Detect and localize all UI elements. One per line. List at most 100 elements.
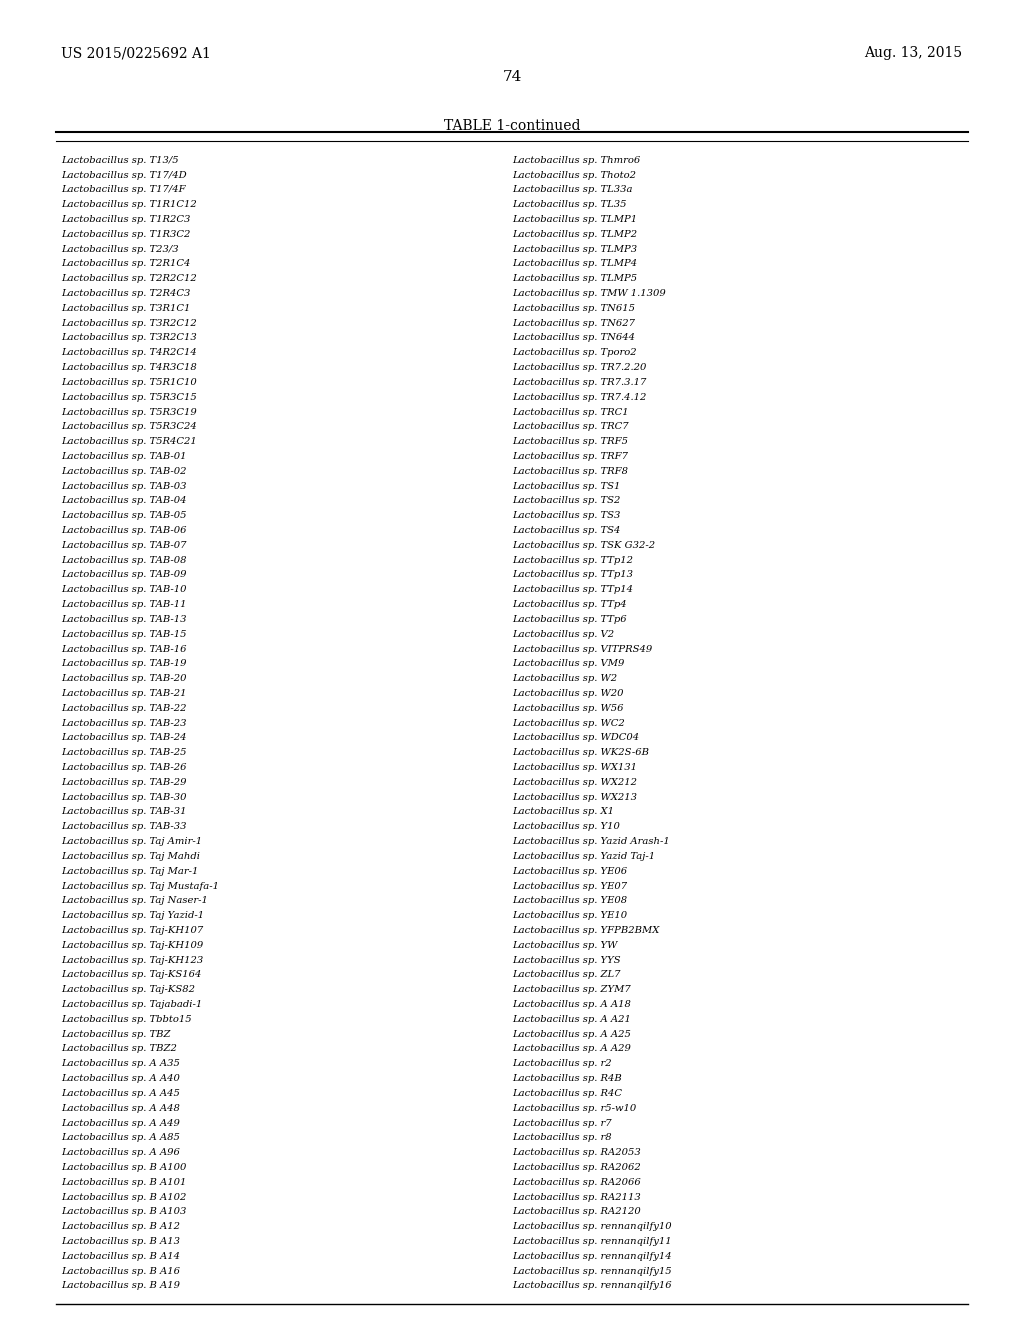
Text: Lactobacillus sp. TTp6: Lactobacillus sp. TTp6: [512, 615, 627, 624]
Text: Lactobacillus sp. r2: Lactobacillus sp. r2: [512, 1059, 611, 1068]
Text: Lactobacillus sp. TLMP5: Lactobacillus sp. TLMP5: [512, 275, 637, 284]
Text: Lactobacillus sp. TAB-33: Lactobacillus sp. TAB-33: [61, 822, 187, 832]
Text: Lactobacillus sp. YFPB2BMX: Lactobacillus sp. YFPB2BMX: [512, 925, 659, 935]
Text: Lactobacillus sp. TAB-16: Lactobacillus sp. TAB-16: [61, 644, 187, 653]
Text: Lactobacillus sp. TAB-04: Lactobacillus sp. TAB-04: [61, 496, 187, 506]
Text: Lactobacillus sp. TAB-01: Lactobacillus sp. TAB-01: [61, 451, 187, 461]
Text: Lactobacillus sp. YE07: Lactobacillus sp. YE07: [512, 882, 627, 891]
Text: Lactobacillus sp. Tbbto15: Lactobacillus sp. Tbbto15: [61, 1015, 193, 1024]
Text: Lactobacillus sp. A A35: Lactobacillus sp. A A35: [61, 1059, 180, 1068]
Text: Lactobacillus sp. TAB-02: Lactobacillus sp. TAB-02: [61, 467, 187, 475]
Text: Lactobacillus sp. B A100: Lactobacillus sp. B A100: [61, 1163, 186, 1172]
Text: Lactobacillus sp. r8: Lactobacillus sp. r8: [512, 1134, 611, 1142]
Text: Lactobacillus sp. rennanqilfy10: Lactobacillus sp. rennanqilfy10: [512, 1222, 672, 1232]
Text: Lactobacillus sp. TAB-03: Lactobacillus sp. TAB-03: [61, 482, 187, 491]
Text: Lactobacillus sp. TAB-30: Lactobacillus sp. TAB-30: [61, 792, 187, 801]
Text: Lactobacillus sp. B A103: Lactobacillus sp. B A103: [61, 1208, 186, 1216]
Text: Lactobacillus sp. Taj Naser-1: Lactobacillus sp. Taj Naser-1: [61, 896, 208, 906]
Text: Lactobacillus sp. T3R2C13: Lactobacillus sp. T3R2C13: [61, 334, 198, 342]
Text: Lactobacillus sp. VM9: Lactobacillus sp. VM9: [512, 660, 625, 668]
Text: Lactobacillus sp. A A85: Lactobacillus sp. A A85: [61, 1134, 180, 1142]
Text: Lactobacillus sp. B A14: Lactobacillus sp. B A14: [61, 1251, 180, 1261]
Text: Aug. 13, 2015: Aug. 13, 2015: [864, 46, 963, 61]
Text: Lactobacillus sp. Y10: Lactobacillus sp. Y10: [512, 822, 620, 832]
Text: Lactobacillus sp. A A18: Lactobacillus sp. A A18: [512, 1001, 631, 1008]
Text: Lactobacillus sp. A A45: Lactobacillus sp. A A45: [61, 1089, 180, 1098]
Text: Lactobacillus sp. TS2: Lactobacillus sp. TS2: [512, 496, 621, 506]
Text: Lactobacillus sp. T2R4C3: Lactobacillus sp. T2R4C3: [61, 289, 190, 298]
Text: Lactobacillus sp. T23/3: Lactobacillus sp. T23/3: [61, 244, 179, 253]
Text: Lactobacillus sp. TAB-24: Lactobacillus sp. TAB-24: [61, 734, 187, 742]
Text: Lactobacillus sp. T2R1C4: Lactobacillus sp. T2R1C4: [61, 260, 190, 268]
Text: Lactobacillus sp. TN627: Lactobacillus sp. TN627: [512, 318, 635, 327]
Text: Lactobacillus sp. TAB-26: Lactobacillus sp. TAB-26: [61, 763, 187, 772]
Text: Lactobacillus sp. A A21: Lactobacillus sp. A A21: [512, 1015, 631, 1024]
Text: Lactobacillus sp. TMW 1.1309: Lactobacillus sp. TMW 1.1309: [512, 289, 666, 298]
Text: Lactobacillus sp. B A13: Lactobacillus sp. B A13: [61, 1237, 180, 1246]
Text: Lactobacillus sp. TLMP2: Lactobacillus sp. TLMP2: [512, 230, 637, 239]
Text: Lactobacillus sp. rennanqilfy16: Lactobacillus sp. rennanqilfy16: [512, 1282, 672, 1291]
Text: Lactobacillus sp. TAB-13: Lactobacillus sp. TAB-13: [61, 615, 187, 624]
Text: Lactobacillus sp. TLMP4: Lactobacillus sp. TLMP4: [512, 260, 637, 268]
Text: Lactobacillus sp. TN615: Lactobacillus sp. TN615: [512, 304, 635, 313]
Text: Lactobacillus sp. T5R3C15: Lactobacillus sp. T5R3C15: [61, 393, 198, 401]
Text: Lactobacillus sp. Thmro6: Lactobacillus sp. Thmro6: [512, 156, 640, 165]
Text: Lactobacillus sp. R4B: Lactobacillus sp. R4B: [512, 1074, 622, 1084]
Text: Lactobacillus sp. W20: Lactobacillus sp. W20: [512, 689, 624, 698]
Text: Lactobacillus sp. TTp4: Lactobacillus sp. TTp4: [512, 601, 627, 609]
Text: Lactobacillus sp. X1: Lactobacillus sp. X1: [512, 808, 614, 817]
Text: Lactobacillus sp. Yazid Arash-1: Lactobacillus sp. Yazid Arash-1: [512, 837, 670, 846]
Text: Lactobacillus sp. TAB-19: Lactobacillus sp. TAB-19: [61, 660, 187, 668]
Text: Lactobacillus sp. TAB-22: Lactobacillus sp. TAB-22: [61, 704, 187, 713]
Text: Lactobacillus sp. TAB-20: Lactobacillus sp. TAB-20: [61, 675, 187, 684]
Text: Lactobacillus sp. TAB-07: Lactobacillus sp. TAB-07: [61, 541, 187, 550]
Text: Lactobacillus sp. YE08: Lactobacillus sp. YE08: [512, 896, 627, 906]
Text: Lactobacillus sp. TAB-21: Lactobacillus sp. TAB-21: [61, 689, 187, 698]
Text: Lactobacillus sp. Yazid Taj-1: Lactobacillus sp. Yazid Taj-1: [512, 851, 655, 861]
Text: Lactobacillus sp. T17/4D: Lactobacillus sp. T17/4D: [61, 170, 187, 180]
Text: Lactobacillus sp. TAB-09: Lactobacillus sp. TAB-09: [61, 570, 187, 579]
Text: Lactobacillus sp. TR7.2.20: Lactobacillus sp. TR7.2.20: [512, 363, 646, 372]
Text: Lactobacillus sp. T1R2C3: Lactobacillus sp. T1R2C3: [61, 215, 190, 224]
Text: Lactobacillus sp. TRC1: Lactobacillus sp. TRC1: [512, 408, 629, 417]
Text: Lactobacillus sp. TL35: Lactobacillus sp. TL35: [512, 201, 627, 209]
Text: Lactobacillus sp. TAB-05: Lactobacillus sp. TAB-05: [61, 511, 187, 520]
Text: Lactobacillus sp. T5R3C24: Lactobacillus sp. T5R3C24: [61, 422, 198, 432]
Text: Lactobacillus sp. TAB-31: Lactobacillus sp. TAB-31: [61, 808, 187, 817]
Text: Lactobacillus sp. A A40: Lactobacillus sp. A A40: [61, 1074, 180, 1084]
Text: TABLE 1-continued: TABLE 1-continued: [443, 119, 581, 133]
Text: Lactobacillus sp. WC2: Lactobacillus sp. WC2: [512, 718, 625, 727]
Text: Lactobacillus sp. A A25: Lactobacillus sp. A A25: [512, 1030, 631, 1039]
Text: Lactobacillus sp. WK2S-6B: Lactobacillus sp. WK2S-6B: [512, 748, 649, 758]
Text: Lactobacillus sp. YW: Lactobacillus sp. YW: [512, 941, 617, 950]
Text: Lactobacillus sp. TAB-15: Lactobacillus sp. TAB-15: [61, 630, 187, 639]
Text: Lactobacillus sp. Taj-KH123: Lactobacillus sp. Taj-KH123: [61, 956, 204, 965]
Text: Lactobacillus sp. TSK G32-2: Lactobacillus sp. TSK G32-2: [512, 541, 655, 550]
Text: Lactobacillus sp. TRF7: Lactobacillus sp. TRF7: [512, 451, 628, 461]
Text: Lactobacillus sp. TRC7: Lactobacillus sp. TRC7: [512, 422, 629, 432]
Text: Lactobacillus sp. ZYM7: Lactobacillus sp. ZYM7: [512, 985, 631, 994]
Text: Lactobacillus sp. WX213: Lactobacillus sp. WX213: [512, 792, 637, 801]
Text: Lactobacillus sp. TS1: Lactobacillus sp. TS1: [512, 482, 621, 491]
Text: Lactobacillus sp. VITPRS49: Lactobacillus sp. VITPRS49: [512, 644, 652, 653]
Text: Lactobacillus sp. T1R1C12: Lactobacillus sp. T1R1C12: [61, 201, 198, 209]
Text: Lactobacillus sp. ZL7: Lactobacillus sp. ZL7: [512, 970, 621, 979]
Text: Lactobacillus sp. B A16: Lactobacillus sp. B A16: [61, 1267, 180, 1275]
Text: Lactobacillus sp. WX131: Lactobacillus sp. WX131: [512, 763, 637, 772]
Text: Lactobacillus sp. r5-w10: Lactobacillus sp. r5-w10: [512, 1104, 636, 1113]
Text: Lactobacillus sp. TAB-23: Lactobacillus sp. TAB-23: [61, 718, 187, 727]
Text: Lactobacillus sp. WDC04: Lactobacillus sp. WDC04: [512, 734, 639, 742]
Text: Lactobacillus sp. TTp13: Lactobacillus sp. TTp13: [512, 570, 633, 579]
Text: Lactobacillus sp. Taj Mustafa-1: Lactobacillus sp. Taj Mustafa-1: [61, 882, 219, 891]
Text: Lactobacillus sp. T17/4F: Lactobacillus sp. T17/4F: [61, 185, 186, 194]
Text: Lactobacillus sp. TLMP3: Lactobacillus sp. TLMP3: [512, 244, 637, 253]
Text: Lactobacillus sp. Taj Yazid-1: Lactobacillus sp. Taj Yazid-1: [61, 911, 205, 920]
Text: Lactobacillus sp. B A101: Lactobacillus sp. B A101: [61, 1177, 186, 1187]
Text: Lactobacillus sp. rennanqilfy15: Lactobacillus sp. rennanqilfy15: [512, 1267, 672, 1275]
Text: Lactobacillus sp. Taj-KH107: Lactobacillus sp. Taj-KH107: [61, 925, 204, 935]
Text: Lactobacillus sp. TBZ: Lactobacillus sp. TBZ: [61, 1030, 171, 1039]
Text: Lactobacillus sp. TR7.4.12: Lactobacillus sp. TR7.4.12: [512, 393, 646, 401]
Text: Lactobacillus sp. TTp12: Lactobacillus sp. TTp12: [512, 556, 633, 565]
Text: Lactobacillus sp. Taj Amir-1: Lactobacillus sp. Taj Amir-1: [61, 837, 203, 846]
Text: Lactobacillus sp. T3R1C1: Lactobacillus sp. T3R1C1: [61, 304, 190, 313]
